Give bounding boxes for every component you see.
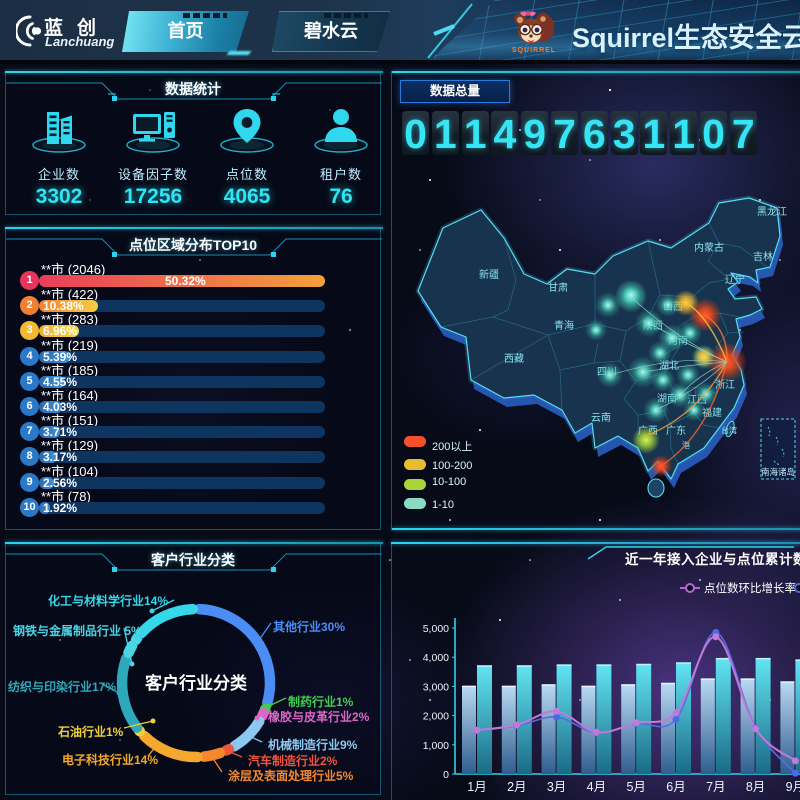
- svg-text:甘肃: 甘肃: [548, 281, 568, 294]
- svg-text:200以上: 200以上: [432, 440, 472, 453]
- svg-text:1,000: 1,000: [423, 740, 449, 752]
- svg-text:云南: 云南: [591, 411, 611, 424]
- svg-text:新疆: 新疆: [479, 268, 499, 281]
- svg-text:点位数环比增长率: 点位数环比增长率: [704, 581, 796, 595]
- svg-text:客户行业分类: 客户行业分类: [144, 673, 248, 693]
- svg-text:0: 0: [443, 769, 449, 781]
- svg-text:辽宁: 辽宁: [725, 273, 745, 286]
- svg-text:南海诸岛: 南海诸岛: [761, 467, 795, 477]
- svg-text:1-10: 1-10: [432, 499, 454, 511]
- svg-text:100-200: 100-200: [432, 460, 472, 472]
- svg-text:青海: 青海: [554, 319, 574, 332]
- svg-text:2,000: 2,000: [423, 711, 449, 723]
- svg-text:福建: 福建: [702, 406, 722, 419]
- svg-text:西藏: 西藏: [504, 353, 524, 365]
- svg-text:4,000: 4,000: [423, 652, 449, 664]
- svg-text:吉林: 吉林: [753, 250, 773, 263]
- svg-text:黑龙江: 黑龙江: [757, 205, 787, 218]
- svg-text:9月: 9月: [786, 780, 800, 794]
- svg-text:3,000: 3,000: [423, 681, 449, 693]
- svg-text:2月: 2月: [507, 780, 526, 794]
- svg-text:5月: 5月: [626, 780, 645, 794]
- svg-text:10-100: 10-100: [432, 476, 466, 488]
- svg-text:内蒙古: 内蒙古: [694, 241, 724, 254]
- svg-text:1月: 1月: [467, 780, 486, 794]
- svg-text:广东: 广东: [666, 424, 686, 437]
- svg-text:5,000: 5,000: [423, 623, 449, 635]
- svg-text:浙江: 浙江: [715, 379, 735, 391]
- svg-text:8月: 8月: [746, 780, 765, 794]
- svg-text:6月: 6月: [666, 780, 685, 794]
- svg-text:3月: 3月: [547, 780, 566, 794]
- svg-text:4月: 4月: [587, 780, 606, 794]
- svg-text:7月: 7月: [706, 780, 725, 794]
- svg-text:台湾: 台湾: [721, 425, 737, 435]
